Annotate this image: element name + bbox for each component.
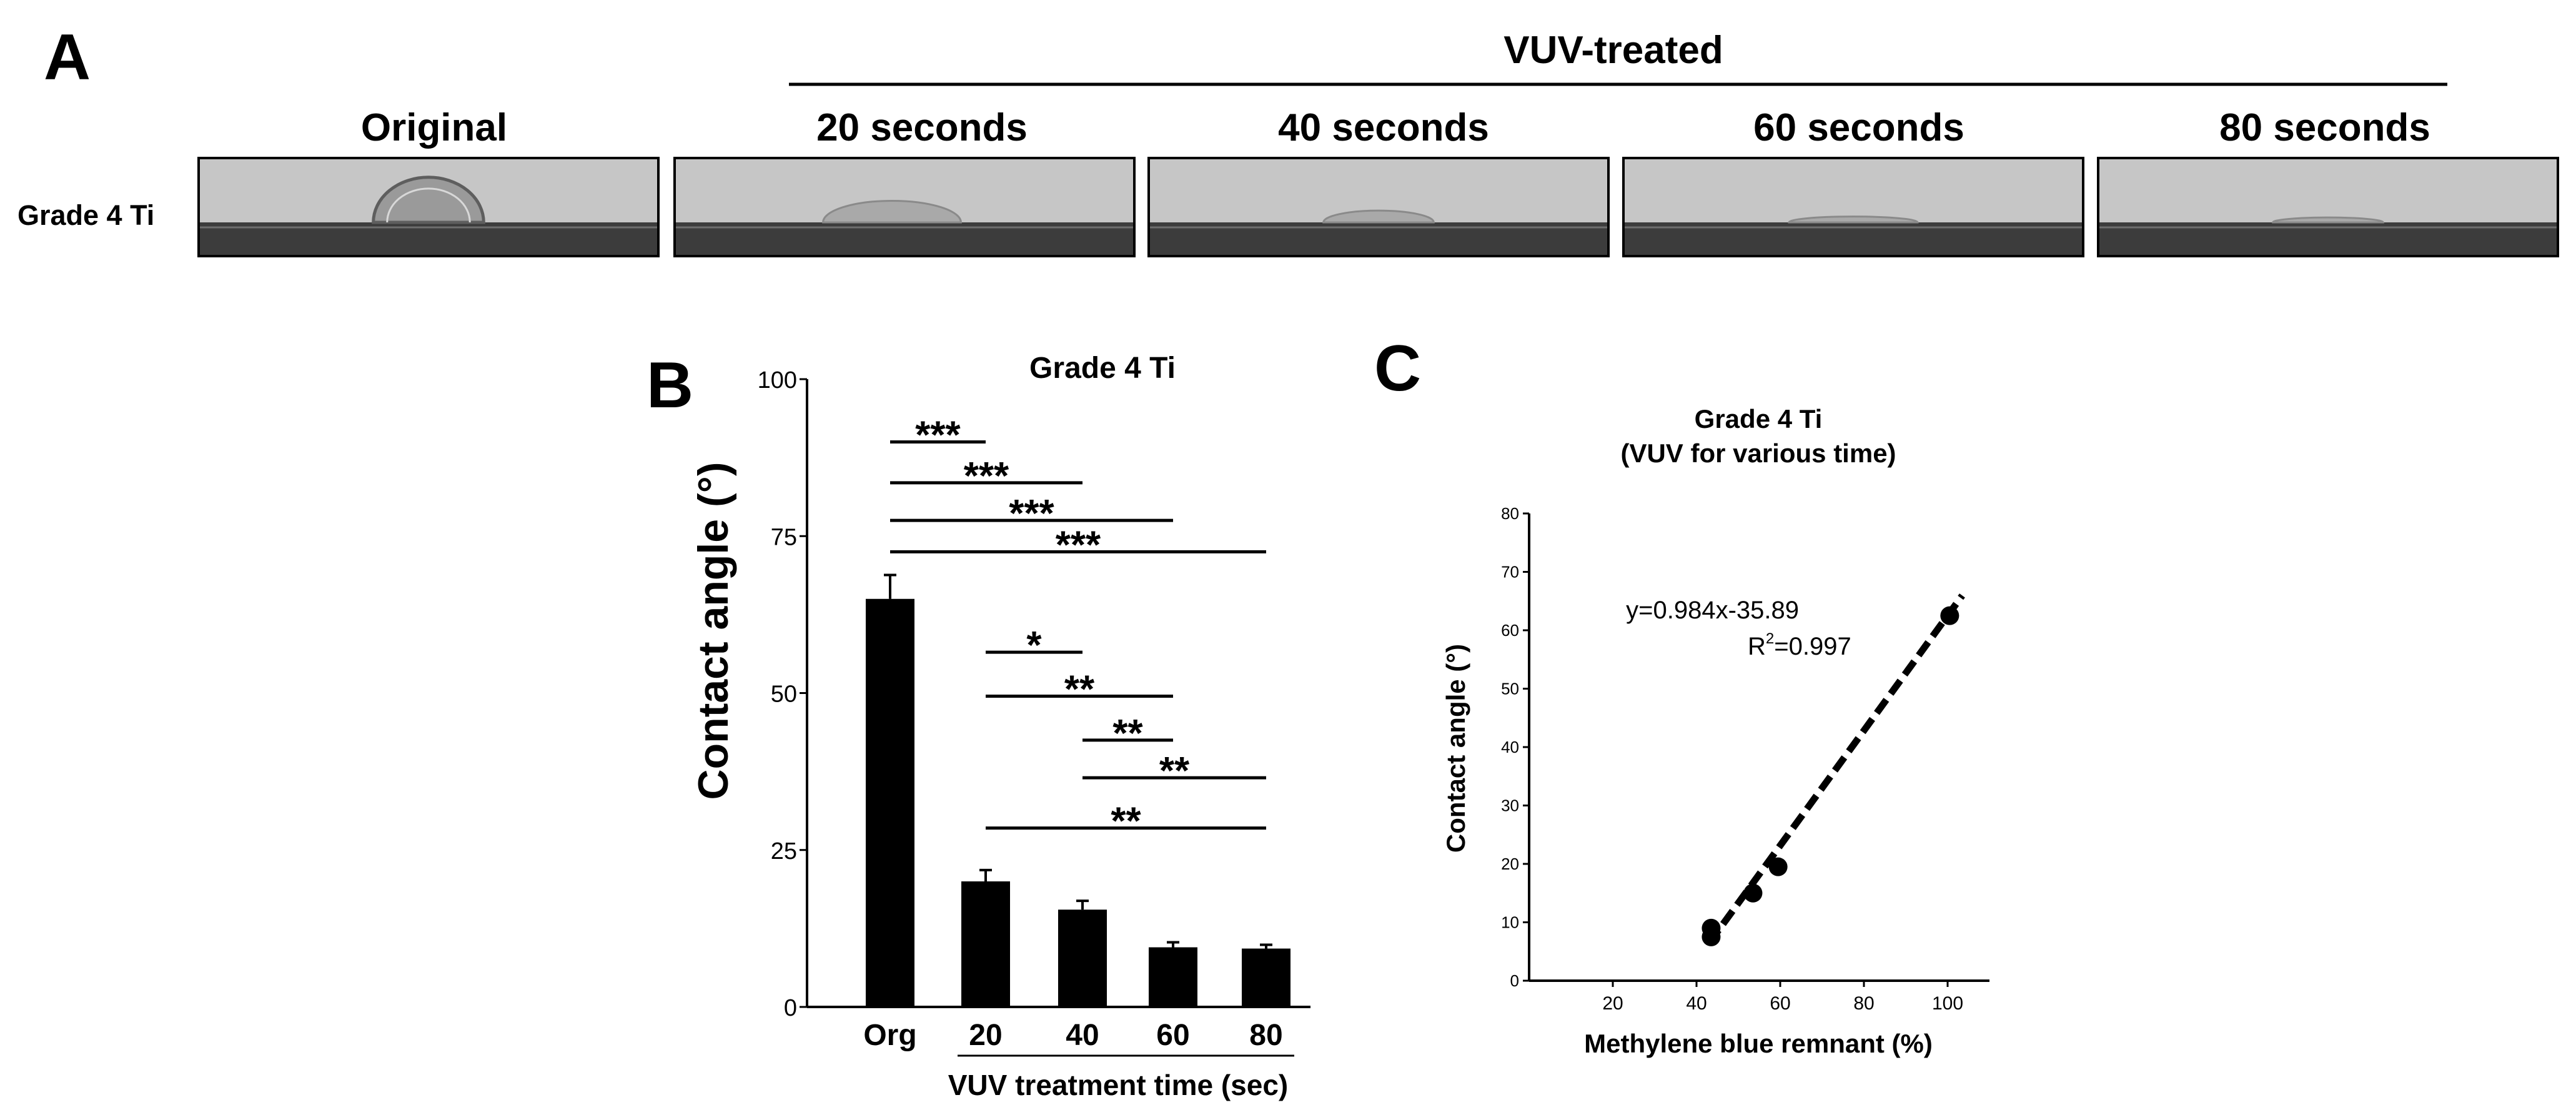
bar	[1058, 909, 1107, 1007]
photo-frame	[1147, 157, 1610, 257]
bar	[1149, 947, 1197, 1007]
significance-label: **	[1064, 668, 1095, 711]
row-label: Grade 4 Ti	[17, 199, 154, 231]
photo-background	[2098, 158, 2558, 222]
chart-c-equation: y=0.984x-35.89	[1626, 597, 1799, 624]
chart-c-ylabel: Contact angle (°)	[1441, 644, 1470, 853]
x-tick-label: 20	[969, 1019, 1002, 1052]
x-tick-label: 40	[1686, 993, 1707, 1014]
y-tick-label: 50	[1501, 680, 1519, 698]
water-droplet	[1322, 209, 1435, 224]
panel-a: A VUV-treated Grade 4 Ti Original 20 sec…	[17, 21, 2559, 257]
water-droplet	[822, 199, 962, 224]
panel-a-letter: A	[44, 21, 91, 94]
panel-c-letter: C	[1374, 332, 1421, 405]
data-point	[1702, 918, 1721, 938]
chart-c-r2-suffix: =0.997	[1774, 633, 1851, 660]
y-tick-label: 25	[771, 838, 797, 865]
droplet-highlight	[386, 187, 471, 223]
photo-frame	[197, 157, 660, 257]
y-tick-label: 20	[1501, 855, 1519, 873]
chart-c-r2: R2=0.997	[1748, 630, 1851, 660]
chart-c-r2-sup: 2	[1766, 630, 1774, 647]
data-point	[1743, 883, 1763, 903]
y-tick-label: 40	[1501, 738, 1519, 756]
significance-label: ***	[1009, 492, 1054, 535]
y-tick-label: 75	[771, 524, 797, 550]
y-tick-label: 80	[1501, 504, 1519, 523]
water-droplet	[1788, 216, 1919, 224]
y-tick-label: 70	[1501, 563, 1519, 582]
bar	[961, 881, 1010, 1007]
y-tick-label: 0	[784, 995, 797, 1021]
data-point	[1768, 857, 1788, 876]
bar	[866, 598, 914, 1007]
significance-label: *	[1026, 624, 1042, 667]
column-label-2: 40 seconds	[1278, 106, 1489, 149]
chart-c-subtitle: (VUV for various time)	[1620, 439, 1896, 468]
data-point	[1940, 606, 1959, 625]
x-tick-label: Org	[863, 1019, 916, 1052]
panel-b: B Grade 4 Ti Contact angle (°) VUV treat…	[646, 349, 1310, 1101]
chart-b-title: Grade 4 Ti	[1029, 352, 1176, 385]
x-tick-label: 100	[1932, 993, 1963, 1014]
x-tick-label: 60	[1770, 993, 1790, 1014]
y-tick-label: 60	[1501, 621, 1519, 640]
significance-label: **	[1111, 800, 1141, 843]
photo-frame	[673, 157, 1136, 257]
x-tick-label: 80	[1853, 993, 1874, 1014]
panel-b-letter: B	[646, 349, 693, 422]
x-tick-label: 60	[1156, 1019, 1189, 1052]
droplet-photos	[197, 157, 2559, 257]
bar	[1242, 948, 1290, 1007]
y-tick-label: 0	[1510, 971, 1519, 990]
column-label-4: 80 seconds	[2219, 106, 2430, 149]
x-tick-label: 40	[1066, 1019, 1099, 1052]
significance-label: ***	[964, 455, 1009, 498]
chart-b-ylabel: Contact angle (°)	[690, 462, 737, 800]
vuv-treated-label: VUV-treated	[1503, 29, 1723, 72]
significance-label: ***	[915, 414, 961, 457]
photo-background	[1623, 158, 2083, 222]
significance-label: **	[1159, 750, 1190, 793]
y-tick-label: 10	[1501, 913, 1519, 932]
y-tick-label: 100	[758, 367, 797, 394]
chart-c-plot: 0 10 20 30 40 50 60 70 80 20 40 60 80 100	[1501, 504, 1989, 1014]
significance-label: ***	[1056, 523, 1101, 567]
y-tick-label: 50	[771, 681, 797, 708]
significance-label: **	[1112, 712, 1143, 755]
photo-frame	[1622, 157, 2084, 257]
chart-b-xlabel: VUV treatment time (sec)	[948, 1069, 1289, 1101]
chart-c-r2-prefix: R	[1748, 633, 1766, 660]
x-tick-label: 20	[1602, 993, 1623, 1014]
panel-c: C Grade 4 Ti (VUV for various time) Cont…	[1374, 332, 1989, 1058]
photo-frame	[2097, 157, 2559, 257]
y-tick-label: 30	[1501, 796, 1519, 815]
chart-c-title: Grade 4 Ti	[1695, 404, 1823, 434]
water-droplet	[372, 176, 485, 224]
column-label-0: Original	[361, 106, 507, 149]
x-tick-label: 80	[1249, 1019, 1282, 1052]
column-label-1: 20 seconds	[816, 106, 1028, 149]
water-droplet	[2272, 216, 2384, 224]
chart-c-xlabel: Methylene blue remnant (%)	[1584, 1029, 1933, 1058]
column-label-3: 60 seconds	[1753, 106, 1964, 149]
